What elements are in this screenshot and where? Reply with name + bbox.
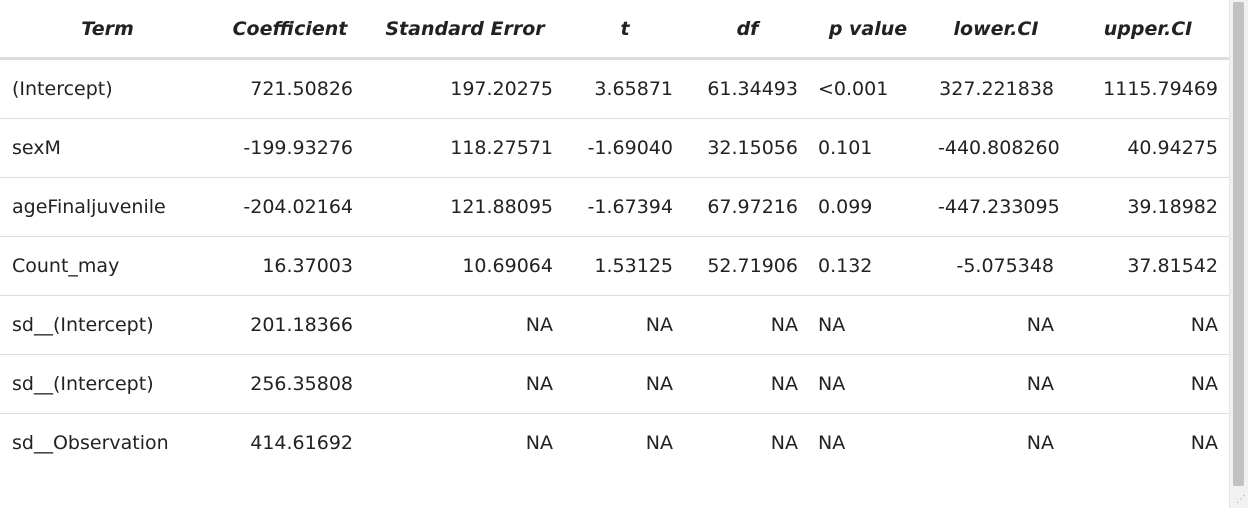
header-t: t — [565, 0, 685, 60]
cell-t: NA — [565, 413, 685, 472]
cell-df: NA — [685, 295, 810, 355]
cell-lower-ci: NA — [926, 295, 1066, 355]
cell-standard-error: NA — [365, 413, 565, 472]
table-header: Term Coefficient Standard Error t df p v… — [0, 0, 1230, 60]
cell-coefficient: 256.35808 — [215, 354, 365, 414]
cell-p-value: NA — [810, 354, 926, 414]
cell-coefficient: 201.18366 — [215, 295, 365, 355]
cell-p-value: <0.001 — [818, 78, 889, 100]
table-row: sd__(Intercept) 201.18366 NA NA NA NA NA… — [0, 295, 1230, 355]
cell-lower-ci: NA — [926, 354, 1066, 414]
table-row: (Intercept) 721.50826 197.20275 3.65871 … — [0, 59, 1230, 119]
header-standard-error: Standard Error — [365, 0, 565, 60]
table-row: ageFinaljuvenile -204.02164 121.88095 -1… — [0, 177, 1230, 237]
cell-upper-ci: NA — [1066, 295, 1230, 355]
cell-df: NA — [685, 354, 810, 414]
cell-t: NA — [565, 354, 685, 414]
cell-p-value: 0.132 — [810, 236, 926, 296]
table-row: sd__Observation 414.61692 NA NA NA NA NA… — [0, 413, 1230, 472]
header-term: Term — [0, 0, 215, 60]
header-row: Term Coefficient Standard Error t df p v… — [0, 0, 1230, 60]
header-df: df — [685, 0, 810, 60]
table-body: (Intercept) 721.50826 197.20275 3.65871 … — [0, 59, 1230, 472]
table-row: sd__(Intercept) 256.35808 NA NA NA NA NA… — [0, 354, 1230, 414]
cell-standard-error: 10.69064 — [365, 236, 565, 296]
header-p-value: p value — [810, 0, 926, 60]
table-row: Count_may 16.37003 10.69064 1.53125 52.7… — [0, 236, 1230, 296]
cell-lower-ci: 327.221838 — [939, 78, 1054, 100]
cell-df: 32.15056 — [685, 118, 810, 178]
cell-coefficient: 16.37003 — [215, 236, 365, 296]
cell-term: ageFinaljuvenile — [0, 177, 215, 237]
cell-term: sd__(Intercept) — [0, 295, 215, 355]
cell-lower-ci: NA — [926, 413, 1066, 472]
cell-term: sd__Observation — [0, 413, 215, 472]
header-upper-ci: upper.CI — [1066, 0, 1230, 60]
cell-df: NA — [685, 413, 810, 472]
cell-upper-ci: NA — [1066, 413, 1230, 472]
cell-lower-ci: -447.233095 — [926, 177, 1066, 237]
cell-df: 61.34493 — [707, 78, 798, 100]
cell-standard-error: 118.27571 — [365, 118, 565, 178]
cell-p-value: 0.101 — [810, 118, 926, 178]
cell-lower-ci: -5.075348 — [926, 236, 1066, 296]
cell-df: 67.97216 — [685, 177, 810, 237]
cell-standard-error: 121.88095 — [365, 177, 565, 237]
cell-p-value: NA — [810, 413, 926, 472]
cell-coefficient: -199.93276 — [215, 118, 365, 178]
cell-coefficient: 414.61692 — [215, 413, 365, 472]
cell-standard-error: 197.20275 — [450, 78, 553, 100]
cell-t: 3.65871 — [594, 78, 673, 100]
cell-t: -1.69040 — [565, 118, 685, 178]
cell-t: NA — [565, 295, 685, 355]
header-lower-ci: lower.CI — [926, 0, 1066, 60]
resize-grip-icon[interactable]: ⋰ — [1236, 494, 1246, 505]
cell-t: -1.67394 — [565, 177, 685, 237]
header-coefficient: Coefficient — [215, 0, 365, 60]
cell-standard-error: NA — [365, 295, 565, 355]
cell-coefficient: 721.50826 — [250, 78, 353, 100]
cell-p-value: NA — [810, 295, 926, 355]
cell-term: sexM — [0, 118, 215, 178]
cell-term: Count_may — [0, 236, 215, 296]
cell-upper-ci: 1115.79469 — [1103, 78, 1218, 100]
table-row: sexM -199.93276 118.27571 -1.69040 32.15… — [0, 118, 1230, 178]
cell-upper-ci: 37.81542 — [1066, 236, 1230, 296]
cell-upper-ci: 40.94275 — [1066, 118, 1230, 178]
cell-df: 52.71906 — [685, 236, 810, 296]
cell-t: 1.53125 — [565, 236, 685, 296]
cell-term: sd__(Intercept) — [0, 354, 215, 414]
scrollbar-thumb[interactable] — [1233, 2, 1244, 486]
vertical-scrollbar[interactable]: ⋰ — [1229, 0, 1248, 508]
cell-coefficient: -204.02164 — [215, 177, 365, 237]
cell-upper-ci: NA — [1066, 354, 1230, 414]
cell-lower-ci: -440.808260 — [926, 118, 1066, 178]
regression-table: Term Coefficient Standard Error t df p v… — [0, 0, 1230, 472]
cell-upper-ci: 39.18982 — [1066, 177, 1230, 237]
cell-term: (Intercept) — [12, 78, 113, 100]
cell-p-value: 0.099 — [810, 177, 926, 237]
cell-standard-error: NA — [365, 354, 565, 414]
